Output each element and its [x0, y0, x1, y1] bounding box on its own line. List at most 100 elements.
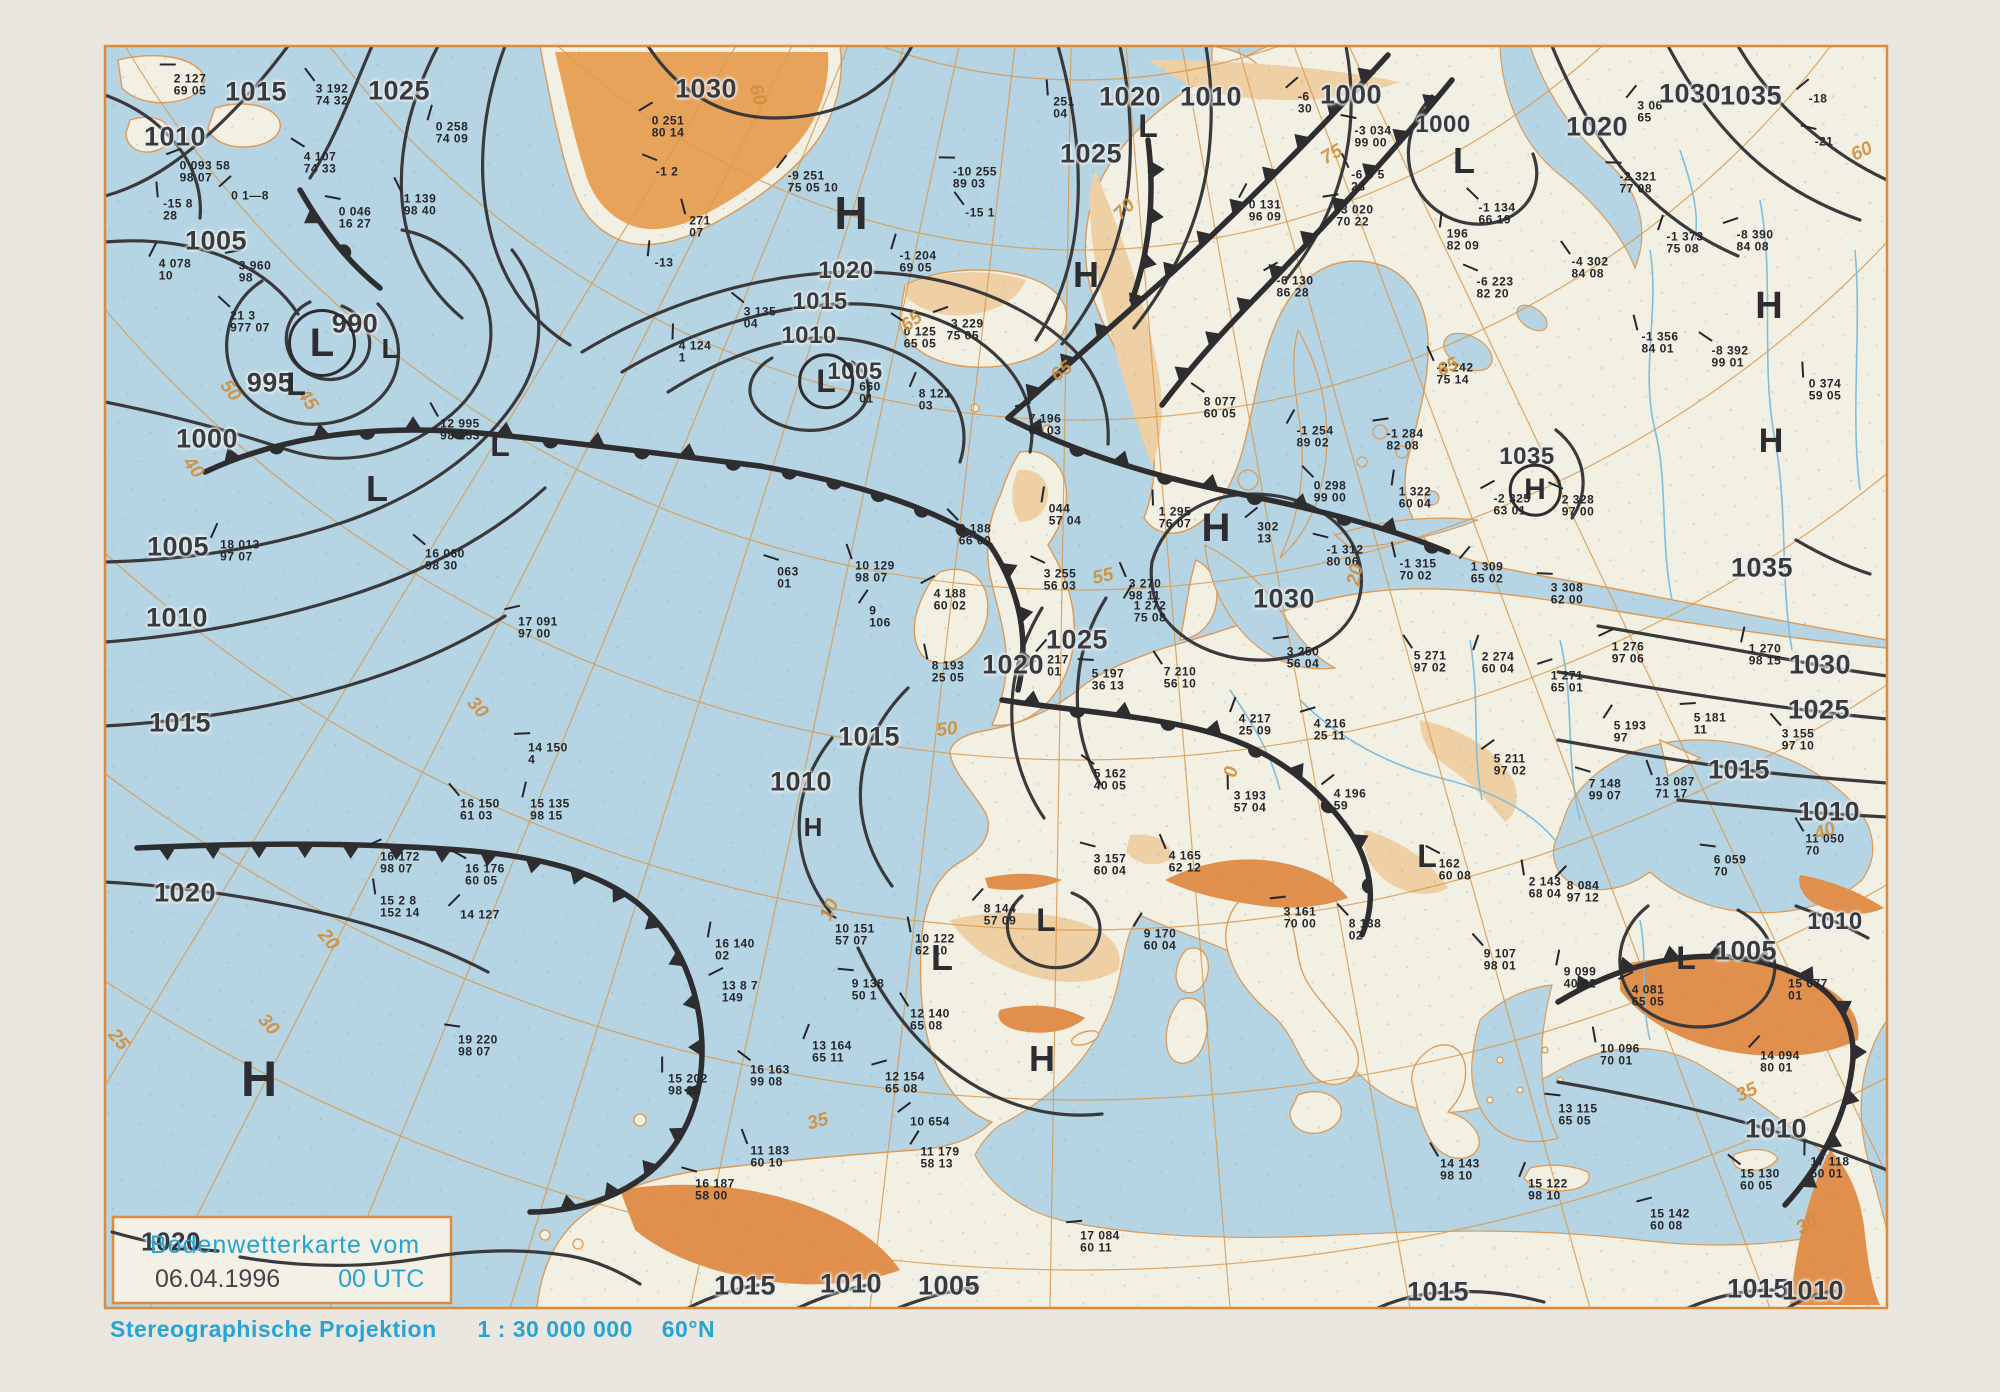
cold-front-pip: [683, 1084, 700, 1102]
cold-front-pip: [1326, 101, 1343, 118]
cold-front-pip: [1001, 562, 1018, 580]
front-pips: [157, 67, 1868, 1211]
cold-front-pip: [157, 846, 176, 861]
cold-front-pip: [295, 844, 314, 859]
cold-front-pip: [203, 844, 222, 860]
cold-front-pip: [668, 1127, 686, 1144]
cold-front-pip: [682, 992, 699, 1011]
warm-front-pip: [337, 244, 352, 259]
warm-front-pip: [542, 439, 559, 449]
cold-front-pip: [668, 950, 685, 967]
cold-front-pip: [433, 848, 452, 863]
cold-front-pip: [525, 857, 543, 874]
warm-front-pip: [1069, 445, 1085, 457]
warm-front-pip: [633, 450, 650, 460]
map-border: [103, 44, 1889, 1310]
warm-front-pip: [1069, 708, 1086, 718]
cold-front-pip: [341, 844, 360, 859]
cold-front-pip: [1843, 1088, 1860, 1106]
cold-front-pip: [1662, 945, 1681, 961]
warm-front-pip: [1248, 746, 1264, 758]
cold-front-pip: [1141, 252, 1157, 271]
cold-front-pip: [604, 1182, 621, 1199]
cold-front-pip: [1026, 418, 1044, 435]
cold-front-pip: [644, 913, 662, 930]
cold-front-pip: [249, 844, 268, 859]
cold-front-pip: [612, 886, 628, 903]
isobar-through-title-box: [110, 1230, 642, 1286]
cold-front-pip: [1331, 197, 1348, 214]
cold-front-pip: [1128, 292, 1146, 309]
cold-front-pip: [1229, 198, 1246, 216]
caption-latitude: 60°N: [661, 1316, 716, 1342]
cold-front-pip: [1021, 651, 1037, 670]
cold-front-pip: [1754, 949, 1772, 965]
warm-front-pip: [268, 444, 285, 455]
cold-front-pip: [1262, 166, 1279, 183]
cold-front-pip: [495, 421, 514, 437]
cold-front-pip: [1287, 763, 1304, 780]
cold-front-pip: [1174, 366, 1192, 383]
cold-front-pip: [1060, 353, 1077, 370]
warm-front-pip: [1361, 877, 1371, 894]
warm-front-pip: [1157, 474, 1173, 485]
cold-front-pip: [1618, 956, 1636, 973]
caption: Stereographische Projektion 1 : 30 000 0…: [110, 1316, 715, 1343]
cold-front-pip: [1196, 230, 1213, 247]
warm-front-pip: [955, 525, 971, 538]
warm-front-pip: [1336, 515, 1353, 526]
warm-front-pip: [913, 506, 930, 518]
cold-front-pip: [1017, 605, 1034, 624]
cold-front-pip: [1294, 134, 1311, 151]
cold-front-pip: [1204, 719, 1222, 736]
cold-front-pip: [1094, 322, 1111, 340]
warm-front-pip: [1320, 799, 1335, 814]
cold-front-pip: [1357, 67, 1374, 84]
cold-front-pip: [1149, 206, 1164, 225]
cold-front-pip: [303, 208, 321, 224]
warm-front-pip: [826, 479, 843, 490]
cold-front-pip: [688, 1038, 703, 1057]
cold-front-pip: [1392, 128, 1409, 145]
cold-front-pip: [1835, 1000, 1852, 1017]
cold-front-pip: [1422, 94, 1439, 111]
caption-projection: Stereographische Projektion: [110, 1316, 437, 1342]
warm-front-pip: [451, 430, 468, 440]
warm-front-pip: [725, 461, 742, 471]
cold-front-pip: [479, 851, 498, 867]
cold-front-pip: [1798, 966, 1814, 983]
cold-front-pip: [1300, 230, 1317, 247]
cold-front-pip: [404, 416, 423, 431]
warm-front-pip: [870, 491, 887, 503]
cold-front-pip: [1708, 942, 1727, 957]
cold-front-pip: [642, 1160, 659, 1177]
cold-front-pip: [1236, 297, 1254, 314]
cold-front-pip: [1205, 331, 1222, 348]
warm-front-pip: [1160, 721, 1177, 731]
cold-front-pip: [1114, 701, 1132, 717]
cold-front-pip: [570, 868, 587, 885]
warm-front-pip: [1246, 495, 1263, 506]
cold-front-pip: [1852, 1042, 1868, 1061]
cold-front-pip: [1150, 160, 1165, 179]
cold-front-pip: [678, 443, 697, 459]
warm-front-pip: [359, 431, 376, 440]
warm-front-pip: [1424, 542, 1440, 554]
title-box: [111, 1215, 453, 1305]
cold-front-pip: [387, 845, 406, 861]
cold-front-pip: [1112, 450, 1130, 467]
caption-scale: 1 : 30 000 000: [477, 1316, 633, 1342]
cold-front-pip: [587, 431, 606, 447]
cold-front-pip: [1022, 690, 1041, 706]
cold-front-pip: [312, 423, 331, 439]
cold-front-pip: [559, 1194, 578, 1211]
cold-front-pip: [1163, 261, 1180, 279]
cold-front-pip: [1576, 974, 1593, 992]
cold-front-pip: [1351, 834, 1369, 851]
cold-front-pip: [224, 447, 242, 464]
cold-front-pip: [1800, 1172, 1818, 1188]
cold-front-pip: [1200, 473, 1219, 490]
isobars: [105, 46, 1887, 1308]
cold-front-pip: [1362, 163, 1379, 180]
